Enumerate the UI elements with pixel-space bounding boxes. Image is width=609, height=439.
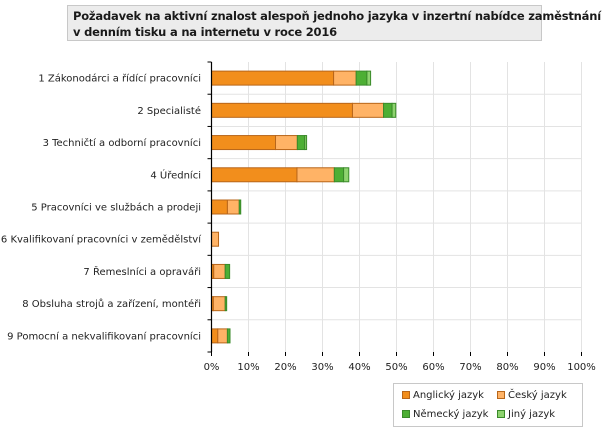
category-label: 3 Techničtí a odborní pracovníci xyxy=(43,137,201,149)
x-tick-label: 90% xyxy=(533,362,555,373)
bar-segment xyxy=(275,135,298,151)
category-label: 6 Kvalifikovaní pracovníci v zemědělství xyxy=(1,234,202,246)
bar-segment xyxy=(304,135,308,151)
bar-segment xyxy=(226,199,240,215)
legend-swatch-jiny xyxy=(497,410,505,418)
bar-segment xyxy=(333,167,345,183)
legend-item-cesky: Český jazyk xyxy=(497,390,567,401)
category-labels: 1 Zákonodárci a řídící pracovníci 2 Speci… xyxy=(1,73,202,343)
legend-label: Anglický jazyk xyxy=(413,390,484,401)
category-label: 2 Specialisté xyxy=(137,105,201,117)
x-tick-label: 50% xyxy=(385,362,407,373)
legend-item-anglicky: Anglický jazyk xyxy=(402,390,484,401)
category-label: 5 Pracovníci ve službách a prodeji xyxy=(31,202,201,214)
category-label: 1 Zákonodárci a řídící pracovníci xyxy=(38,73,201,85)
bar-segment xyxy=(211,199,228,215)
legend-label: Jiný jazyk xyxy=(508,409,556,420)
bar-segment xyxy=(224,296,228,312)
x-tick-label: 30% xyxy=(311,362,333,373)
category-label: 4 Úředníci xyxy=(150,168,201,181)
bar-segment xyxy=(296,167,335,183)
bar-segment xyxy=(355,70,368,86)
bar-segment xyxy=(211,167,298,183)
bar-segment xyxy=(211,70,335,86)
bar-segment xyxy=(391,102,397,118)
chart-title-line-2: v denním tisku a na internetu v roce 201… xyxy=(73,25,337,39)
bar-segment xyxy=(343,167,350,183)
bar-segment xyxy=(211,102,353,118)
x-tick-label: 10% xyxy=(237,362,259,373)
x-tick-label: 20% xyxy=(274,362,296,373)
legend-label: Německý jazyk xyxy=(413,409,489,420)
bar-segment xyxy=(212,296,226,312)
legend-swatch-nemecky xyxy=(402,410,410,418)
legend-item-jiny: Jiný jazyk xyxy=(497,409,555,420)
category-label: 9 Pomocní a nekvalifikovaní pracovníci xyxy=(7,330,201,342)
bar-segment xyxy=(383,102,393,118)
chart-title: Požadavek na aktivní znalost alespoň jed… xyxy=(67,5,601,41)
x-tick-labels: 0% 10% 20% 30% 40% 50% 60% 70% 80% 90% 100% xyxy=(204,362,596,373)
x-tick-label: 70% xyxy=(459,362,481,373)
bar-segment xyxy=(238,199,242,215)
bar-segment xyxy=(296,135,306,151)
x-tick-label: 0% xyxy=(204,362,220,373)
x-tick-label: 80% xyxy=(496,362,518,373)
bar-segment xyxy=(211,328,219,344)
x-tick-label: 60% xyxy=(422,362,444,373)
bar-segment xyxy=(226,328,231,344)
legend-label: Český jazyk xyxy=(508,390,567,401)
bar-segment xyxy=(224,263,231,279)
legend: Anglický jazyk Český jazyk Německý jazyk… xyxy=(393,383,583,427)
axes xyxy=(207,61,213,353)
category-label: 7 Řemeslníci a opraváři xyxy=(83,265,201,278)
category-label: 8 Obsluha strojů a zařízení, montéři xyxy=(22,298,201,310)
legend-swatch-anglicky xyxy=(402,391,410,399)
bar-segment xyxy=(213,263,226,279)
bar-segment xyxy=(211,231,220,247)
x-tick-label: 100% xyxy=(567,362,596,373)
bar-segment xyxy=(366,70,372,86)
legend-item-nemecky: Německý jazyk xyxy=(402,409,488,420)
bar-segment xyxy=(333,70,357,86)
x-tick-label: 40% xyxy=(348,362,370,373)
bar-segment xyxy=(217,328,228,344)
legend-swatch-cesky xyxy=(497,391,505,399)
bar-segment xyxy=(211,135,277,151)
chart-title-line-1: Požadavek na aktivní znalost alespoň jed… xyxy=(73,9,601,23)
bars xyxy=(211,70,397,344)
bar-segment xyxy=(351,102,385,118)
